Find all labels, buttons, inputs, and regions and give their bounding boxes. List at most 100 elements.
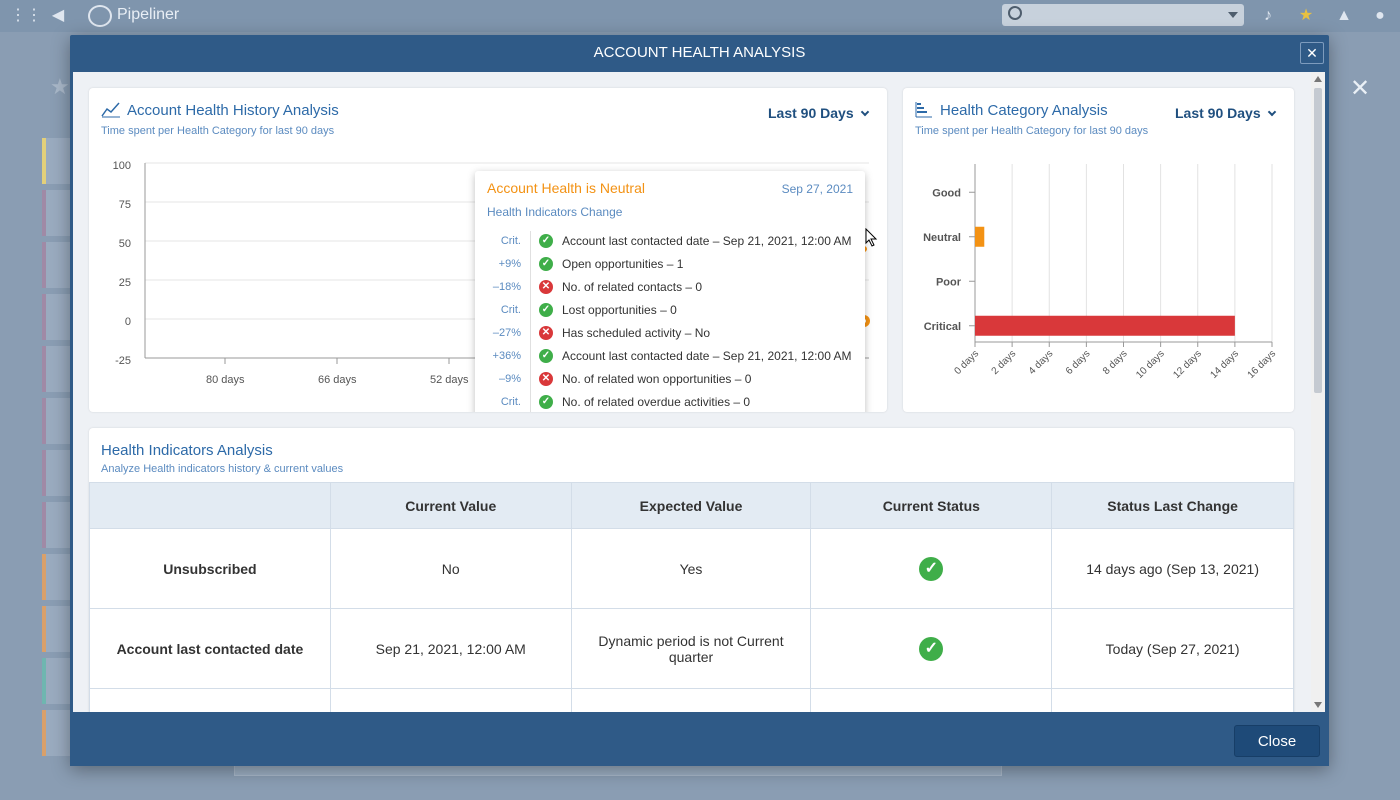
current-value: Sep 21, 2021, 12:00 AM	[329, 608, 572, 689]
modal-scrollbar[interactable]	[1311, 72, 1325, 712]
current-status: ✓	[810, 608, 1053, 689]
background-close-icon[interactable]: ✕	[1350, 75, 1371, 102]
tooltip-row-text: Has scheduled activity – No	[562, 326, 711, 340]
indicator-name: Account last contacted date	[89, 608, 331, 689]
column-header: Expected Value	[570, 482, 812, 529]
y-category-label: Poor	[936, 276, 962, 288]
check-circle-icon: ✓	[919, 556, 944, 581]
category-card: Health Category Analysis Time spent per …	[903, 88, 1294, 412]
indicators-title: Health Indicators Analysis	[101, 442, 273, 459]
tooltip-row: –18% ✕ No. of related contacts – 0	[475, 277, 865, 300]
close-button[interactable]: Close	[1234, 725, 1320, 757]
table-row	[89, 688, 1294, 712]
y-tick: 25	[118, 277, 131, 289]
tooltip-row-text: No. of related won opportunities – 0	[562, 372, 752, 386]
scroll-down-icon[interactable]	[1314, 702, 1322, 708]
table-row: Unsubscribed No Yes ✓ 14 days ago (Sep 1…	[89, 528, 1294, 609]
x-tick: 2 days	[990, 348, 1019, 377]
background-star-icon: ★	[50, 74, 70, 99]
tooltip-row-text: No. of related overdue activities – 0	[562, 395, 751, 409]
scrollbar-thumb[interactable]	[1314, 88, 1322, 393]
category-bar-chart: 0 days 2 days 4 days 6 days 8 days 10 days 12 …	[923, 164, 1278, 381]
chevron-down-icon[interactable]	[1228, 12, 1238, 18]
tooltip-date: Sep 27, 2021	[781, 182, 853, 196]
category-bar	[975, 315, 1235, 336]
tooltip-row: –9% ✕ No. of related won opportunities – 0	[475, 369, 865, 392]
x-tick: 10 days	[1134, 348, 1167, 381]
column-header: Status Last Change	[1051, 482, 1294, 529]
bell-icon[interactable]: ♪	[1264, 7, 1272, 24]
history-period-label: Last 90 Days	[768, 105, 854, 121]
table-row: Account last contacted date Sep 21, 2021…	[89, 608, 1294, 689]
indicators-table: Current Value Expected Value Current Sta…	[89, 482, 1294, 712]
check-circle-icon: ✓	[539, 303, 553, 317]
x-tick: 14 days	[1208, 348, 1241, 381]
category-title: Health Category Analysis	[940, 102, 1108, 119]
category-subtitle: Time spent per Health Category for last …	[915, 125, 1149, 137]
search-icon	[1008, 6, 1022, 20]
tooltip-row: +36% ✓ Account last contacted date – Sep 2…	[475, 346, 865, 369]
status-last-change: Today (Sep 27, 2021)	[1051, 608, 1294, 689]
global-search-input[interactable]	[1002, 4, 1244, 26]
category-period-select[interactable]: Last 90 Days	[1175, 105, 1276, 121]
indicators-card: Health Indicators Analysis Analyze Healt…	[89, 428, 1294, 712]
user-icon[interactable]: ●	[1375, 7, 1385, 24]
tooltip-row-change: +9%	[498, 258, 521, 270]
modal-close-icon[interactable]: ✕	[1300, 42, 1324, 64]
current-value: No	[329, 528, 572, 609]
history-title: Account Health History Analysis	[127, 102, 339, 119]
check-circle-icon: ✓	[539, 349, 553, 363]
bar-chart-icon	[915, 102, 932, 118]
category-period-label: Last 90 Days	[1175, 105, 1261, 121]
x-tick: 52 days	[430, 374, 469, 386]
modal-footer: Close	[70, 712, 1329, 766]
y-tick: 50	[118, 238, 131, 250]
mouse-cursor-icon	[865, 228, 878, 247]
x-circle-icon: ✕	[539, 326, 553, 340]
line-chart-icon	[101, 102, 120, 118]
check-circle-icon: ✓	[539, 257, 553, 271]
x-tick: 4 days	[1027, 348, 1056, 377]
history-card: Account Health History Analysis Time spe…	[89, 88, 887, 412]
graduation-cap-icon[interactable]: ▲	[1336, 7, 1352, 24]
history-period-select[interactable]: Last 90 Days	[768, 105, 869, 121]
x-tick: 80 days	[206, 374, 245, 386]
tooltip-row-change: –27%	[492, 327, 521, 339]
scroll-up-icon[interactable]	[1314, 76, 1322, 82]
column-header: Current Value	[329, 482, 572, 529]
star-icon[interactable]: ★	[1298, 7, 1314, 24]
tooltip-row: +9% ✓ Open opportunities – 1	[475, 254, 865, 277]
y-tick: -25	[115, 355, 131, 367]
pipeliner-logo-icon	[88, 5, 112, 27]
x-tick: 0 days	[953, 348, 982, 377]
y-tick: 100	[112, 160, 131, 172]
account-health-modal: ACCOUNT HEALTH ANALYSIS ✕ Account Health…	[70, 35, 1329, 766]
apps-grid-icon[interactable]: ⋮⋮	[10, 7, 42, 24]
expected-value: Dynamic period is not Current quarter	[570, 608, 812, 689]
modal-title: ACCOUNT HEALTH ANALYSIS	[593, 44, 806, 61]
tooltip-row: Crit. ✓ No. of related overdue activities …	[475, 392, 865, 412]
tooltip-row-text: Open opportunities – 1	[562, 257, 684, 271]
health-tooltip: Account Health is Neutral Sep 27, 2021 H…	[475, 171, 865, 412]
tooltip-title: Account Health is Neutral	[487, 180, 645, 196]
category-bar	[975, 226, 985, 247]
tooltip-row-text: No. of related contacts – 0	[562, 280, 703, 294]
x-tick: 8 days	[1101, 348, 1130, 377]
modal-body[interactable]: Account Health History Analysis Time spe…	[73, 72, 1325, 712]
current-status: ✓	[810, 528, 1053, 609]
check-circle-icon: ✓	[539, 234, 553, 248]
indicators-subtitle: Analyze Health indicators history & curr…	[101, 463, 344, 475]
tooltip-row-text: Lost opportunities – 0	[562, 303, 677, 317]
y-category-label: Critical	[924, 321, 961, 333]
check-circle-icon: ✓	[539, 395, 553, 409]
tooltip-row-change: Crit.	[500, 304, 521, 316]
x-tick: 12 days	[1171, 348, 1204, 381]
x-tick: 66 days	[318, 374, 357, 386]
tooltip-row-change: –9%	[498, 373, 521, 385]
column-header	[89, 482, 331, 529]
y-tick: 0	[124, 316, 131, 328]
tooltip-row-change: Crit.	[500, 396, 521, 408]
megaphone-icon[interactable]: ◀	[51, 7, 65, 24]
chevron-down-icon	[860, 107, 869, 117]
tooltip-row-change: Crit.	[500, 235, 521, 247]
